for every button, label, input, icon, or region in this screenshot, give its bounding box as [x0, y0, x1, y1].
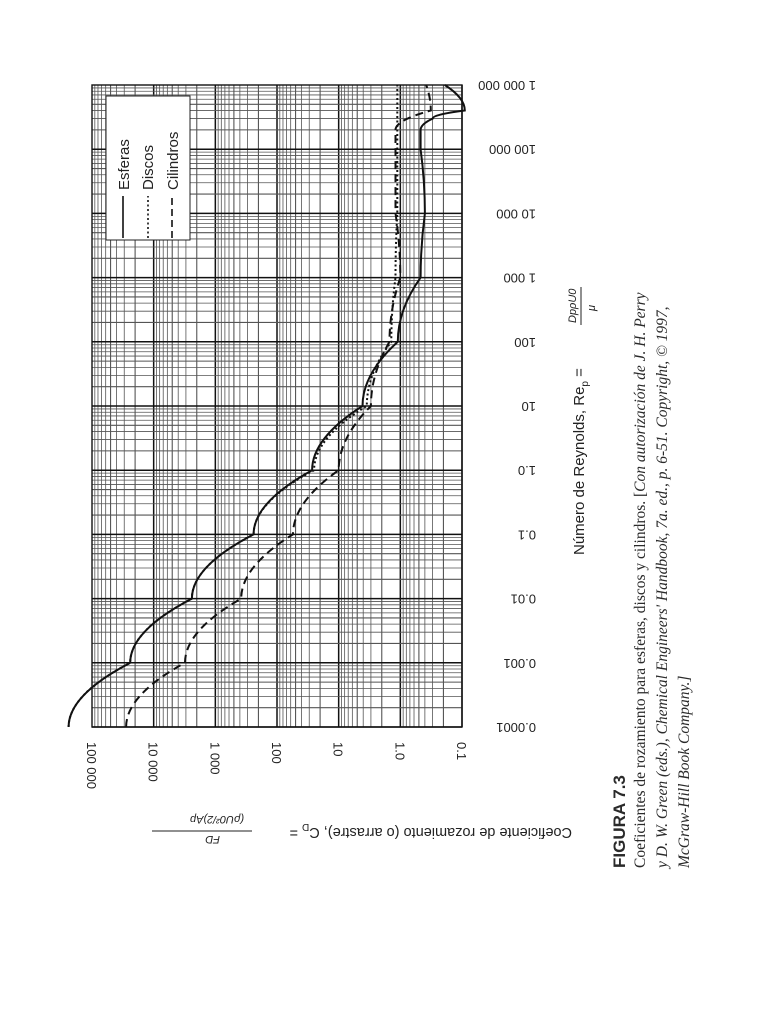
x-tick-label: 1 000 — [503, 271, 536, 286]
svg-text:Número de Reynolds, Rep =: Número de Reynolds, Rep = — [571, 368, 591, 555]
y-tick-label: 10 000 — [146, 742, 161, 782]
svg-text:μ: μ — [586, 305, 598, 312]
svg-text:DpρU0: DpρU0 — [567, 288, 579, 323]
y-tick-label: 100 — [269, 742, 284, 764]
legend: Esferas Discos Cilindros — [105, 95, 191, 241]
x-axis-label: Número de Reynolds, Rep = DpρU0 μ — [567, 287, 598, 555]
legend-label-discos: Discos — [140, 145, 157, 190]
legend-label-esferas: Esferas — [116, 139, 133, 190]
x-tick-label: 0.01 — [511, 592, 536, 607]
y-tick-label: 1.0 — [392, 742, 407, 760]
curve-cilindros — [125, 84, 432, 728]
y-axis-label: Coeficiente de rozamiento (o arrastre), … — [152, 813, 572, 845]
x-tick-label: 0.0001 — [496, 720, 536, 735]
x-tick-label: 10 000 — [496, 206, 536, 221]
y-tick-label: 1 000 — [207, 742, 222, 775]
x-tick-label: 0.1 — [518, 527, 536, 542]
y-tick-label: 100 000 — [84, 742, 99, 789]
x-tick-label: 1 000 000 — [478, 78, 536, 93]
reynolds-tick-labels: 0.0001 0.001 0.01 0.1 1.0 10 100 1 000 10 000 100… — [478, 78, 536, 735]
curve-discos — [67, 85, 399, 728]
y-tick-label: 10 — [331, 742, 346, 756]
curves — [67, 84, 466, 728]
x-tick-label: 100 000 — [489, 142, 536, 157]
cd-tick-labels: 100 000 10 000 1 000 100 10 1.0 0.1 — [84, 742, 469, 789]
y-tick-label: 0.1 — [454, 742, 469, 760]
legend-label-cilindros: Cilindros — [165, 132, 182, 190]
plot-frame — [91, 84, 463, 728]
x-tick-label: 100 — [514, 335, 536, 350]
svg-text:(ρU0²/2)Ap: (ρU0²/2)Ap — [190, 813, 244, 825]
svg-text:FD: FD — [205, 833, 220, 845]
svg-text:Coeficiente de rozamiento (o a: Coeficiente de rozamiento (o arrastre), … — [290, 821, 572, 840]
x-tick-label: 10 — [522, 399, 536, 414]
x-tick-label: 0.001 — [503, 656, 536, 671]
x-tick-label: 1.0 — [518, 463, 536, 478]
